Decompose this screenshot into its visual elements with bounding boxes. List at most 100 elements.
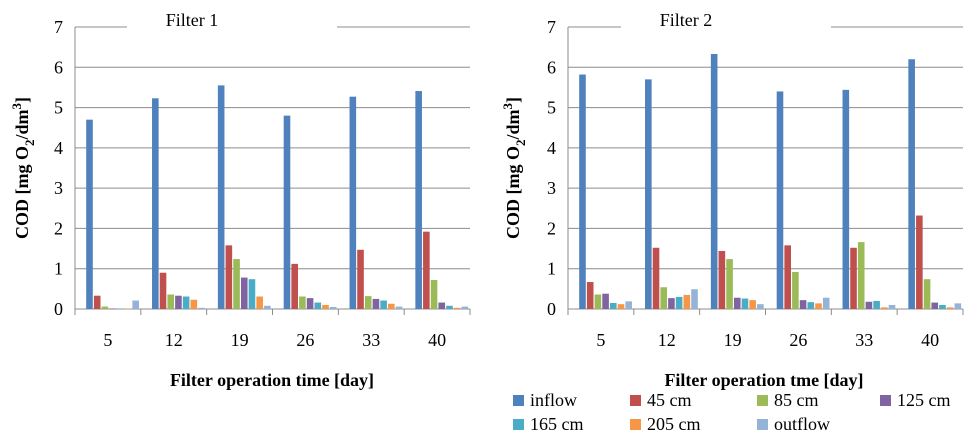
legend-item-125-cm: 125 cm [880,390,951,410]
bar-85-cm-day-5 [101,306,109,309]
bar-165-cm-day-26 [314,302,322,309]
legend-label: 45 cm [647,390,692,410]
bar-inflow-day-5 [579,74,586,309]
bar-125-cm-day-5 [109,308,116,310]
bar-165-cm-day-12 [182,296,190,309]
x-tick-label: 5 [596,330,605,350]
legend-item-165-cm: 165 cm [513,414,584,434]
x-tick-label: 26 [789,330,807,350]
bar-205-cm-day-19 [749,300,756,309]
bar-165-cm-day-5 [609,302,617,309]
y-tick-label: 4 [54,138,63,158]
bar-45-cm-day-33 [357,249,364,309]
bar-45-cm-day-40 [916,215,923,309]
bar-45-cm-day-5 [93,295,101,309]
chart-title: Filter 1 [166,10,219,30]
bar-outflow-day-26 [329,306,337,309]
bar-85-cm-day-12 [167,294,175,309]
legend-item-outflow: outflow [757,414,830,434]
bar-125-cm-day-26 [306,298,314,309]
bar-45-cm-day-40 [423,231,430,309]
y-axis-title: COD [mg O2/dm3] [9,97,37,239]
y-tick-label: 2 [54,218,63,238]
legend-item-205-cm: 205 cm [630,414,701,434]
bar-45-cm-day-33 [850,247,857,309]
bar-205-cm-day-5 [617,304,625,309]
x-tick-label: 33 [362,330,380,350]
y-tick-label: 6 [54,57,63,77]
bar-85-cm-day-26 [299,296,306,309]
x-axis-title: Filter operation time [day] [170,370,374,390]
bar-125-cm-day-19 [240,277,248,309]
bar-205-cm-day-26 [815,303,822,309]
y-tick-label: 5 [54,98,63,118]
bar-125-cm-day-40 [931,302,939,309]
y-tick-label: 7 [547,17,556,37]
bar-165-cm-day-19 [248,279,256,309]
bar-125-cm-day-5 [602,293,609,309]
bar-45-cm-day-12 [159,272,167,309]
y-tick-label: 1 [547,259,556,279]
bar-125-cm-day-12 [668,298,675,309]
legend-swatch [757,419,768,430]
bar-outflow-day-12 [691,289,698,309]
y-tick-label: 6 [547,57,556,77]
bar-outflow-day-26 [822,297,830,309]
bar-165-cm-day-40 [939,304,946,309]
bar-125-cm-day-26 [799,300,807,309]
legend-swatch [630,395,641,406]
x-tick-label: 5 [103,330,112,350]
y-tick-label: 0 [547,299,556,319]
bar-45-cm-day-19 [718,250,726,309]
bar-outflow-day-19 [757,304,764,309]
bar-85-cm-day-40 [430,279,438,309]
y-tick-label: 5 [547,98,556,118]
x-tick-label: 40 [428,330,446,350]
y-tick-label: 7 [54,17,63,37]
x-tick-label: 26 [296,330,314,350]
bar-125-cm-day-40 [438,302,446,309]
legend-swatch [630,419,641,430]
x-tick-label: 12 [658,330,676,350]
bar-45-cm-day-19 [225,245,233,309]
bar-outflow-day-5 [625,301,632,309]
bar-inflow-day-26 [776,91,784,309]
legend-label: inflow [530,390,577,410]
chart-title: Filter 2 [660,10,713,30]
x-tick-label: 12 [165,330,183,350]
bar-85-cm-day-19 [726,259,733,309]
bar-125-cm-day-33 [865,301,873,309]
x-tick-label: 40 [921,330,939,350]
legend-item-inflow: inflow [513,390,577,410]
bar-45-cm-day-26 [784,245,791,309]
bar-205-cm-day-12 [683,294,691,309]
bar-outflow-day-40 [461,306,469,309]
bar-125-cm-day-19 [733,297,741,309]
title-backing [621,8,831,36]
legend-swatch [757,395,768,406]
bar-inflow-day-33 [349,96,357,310]
bar-inflow-day-40 [415,91,422,309]
y-tick-label: 4 [547,138,556,158]
y-tick-label: 1 [54,259,63,279]
bar-205-cm-day-40 [453,307,461,309]
bar-45-cm-day-12 [652,247,660,309]
bar-outflow-day-40 [954,303,962,309]
bar-165-cm-day-19 [741,298,749,309]
x-tick-label: 33 [855,330,873,350]
bar-outflow-day-33 [395,306,403,309]
bar-205-cm-day-40 [946,307,954,309]
bar-165-cm-day-5 [116,308,124,310]
bar-165-cm-day-40 [446,305,453,309]
bar-205-cm-day-19 [256,296,263,309]
legend-label: 125 cm [897,390,951,410]
bar-125-cm-day-12 [175,295,182,309]
bar-205-cm-day-33 [881,307,888,309]
legend-swatch [513,419,524,430]
bar-205-cm-day-12 [190,299,198,309]
bar-inflow-day-12 [152,98,159,309]
bar-165-cm-day-26 [807,302,815,309]
